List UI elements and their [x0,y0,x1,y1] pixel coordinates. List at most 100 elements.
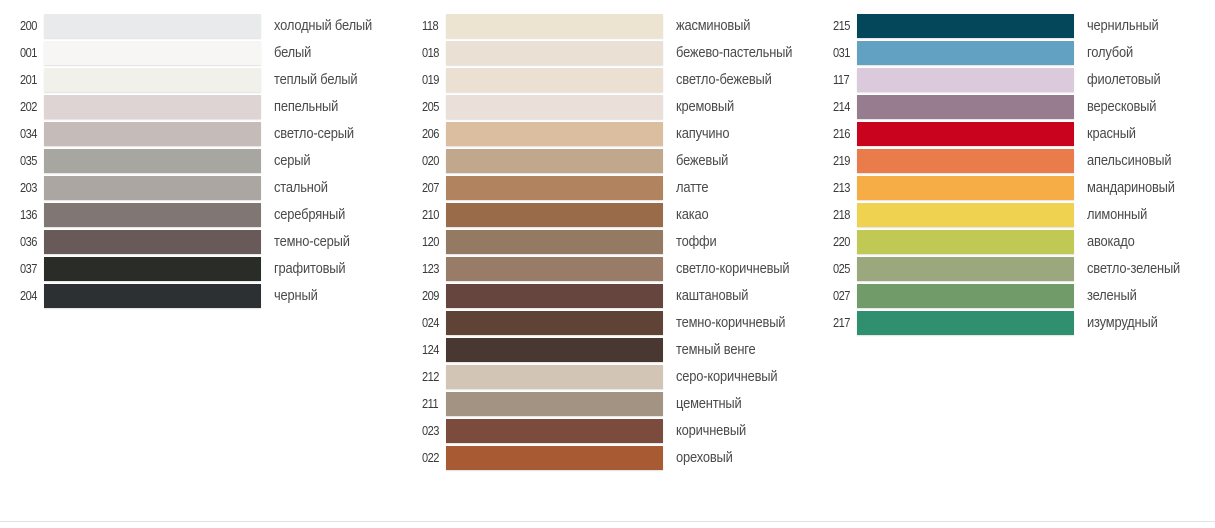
color-swatch [44,230,261,254]
color-name: бежевый [676,152,729,169]
color-swatch [857,230,1074,254]
color-swatch [44,41,261,65]
color-name: голубой [1087,44,1134,61]
color-swatch [44,176,261,200]
color-swatch [44,284,261,308]
color-name: коричневый [676,422,746,439]
color-code: 209 [422,288,439,303]
color-code: 213 [833,180,850,195]
color-swatch [446,14,663,38]
color-name: темно-коричневый [676,314,786,331]
color-code: 037 [20,261,37,276]
color-name: светло-зеленый [1087,260,1181,277]
color-swatch [44,257,261,281]
color-code: 001 [20,45,37,60]
color-name: красный [1087,125,1136,142]
color-code: 117 [833,72,850,87]
color-swatch [44,149,261,173]
color-code: 217 [833,315,850,330]
color-code: 201 [20,72,37,87]
color-code: 022 [422,450,439,465]
color-swatch [446,338,663,362]
color-code: 204 [20,288,37,303]
color-code: 035 [20,153,37,168]
color-name: холодный белый [274,17,373,34]
color-swatch [446,257,663,281]
color-swatch [44,68,261,92]
color-code: 024 [422,315,439,330]
color-code: 025 [833,261,850,276]
color-code: 031 [833,45,850,60]
color-swatch [446,230,663,254]
color-swatch [446,392,663,416]
color-name: цементный [676,395,742,412]
color-swatch [446,122,663,146]
color-code: 200 [20,18,37,33]
color-name: лимонный [1087,206,1148,223]
color-code: 211 [422,396,439,411]
color-swatch [857,257,1074,281]
color-swatch [446,68,663,92]
color-name: чернильный [1087,17,1159,34]
color-swatch [857,14,1074,38]
color-swatch [857,122,1074,146]
color-swatch [446,311,663,335]
color-name: изумрудный [1087,314,1158,331]
color-code: 202 [20,99,37,114]
color-swatch [446,149,663,173]
color-code: 220 [833,234,850,249]
color-code: 120 [422,234,439,249]
color-name: черный [274,287,318,304]
color-code: 210 [422,207,439,222]
color-name: белый [274,44,312,61]
color-code: 118 [422,18,439,33]
color-code: 207 [422,180,439,195]
color-swatch [44,14,261,38]
color-swatch [857,311,1074,335]
color-name: жасминовый [676,17,751,34]
color-code: 018 [422,45,439,60]
color-swatch [857,176,1074,200]
color-name: латте [676,179,709,196]
color-swatch [44,203,261,227]
color-swatch [446,41,663,65]
color-name: каштановый [676,287,749,304]
color-name: вересковый [1087,98,1157,115]
color-code: 219 [833,153,850,168]
color-swatch [857,284,1074,308]
color-name: серо-коричневый [676,368,778,385]
color-name: кремовый [676,98,734,115]
color-swatch [857,149,1074,173]
color-name: серый [274,152,311,169]
color-code: 124 [422,342,439,357]
color-code: 218 [833,207,850,222]
color-swatch [446,203,663,227]
color-code: 123 [422,261,439,276]
color-code: 023 [422,423,439,438]
color-code: 019 [422,72,439,87]
color-name: ореховый [676,449,733,466]
color-code: 215 [833,18,850,33]
color-code: 206 [422,126,439,141]
color-name: тоффи [676,233,717,250]
color-code: 214 [833,99,850,114]
color-name: серебряный [274,206,346,223]
color-code: 020 [422,153,439,168]
color-name: бежево-пастельный [676,44,793,61]
color-code: 212 [422,369,439,384]
color-name: пепельный [274,98,339,115]
color-name: светло-коричневый [676,260,790,277]
color-name: апельсиновый [1087,152,1172,169]
color-swatch [446,176,663,200]
divider [0,521,1215,522]
color-swatch [857,41,1074,65]
color-name: темный венге [676,341,756,358]
color-name: теплый белый [274,71,358,88]
color-code: 034 [20,126,37,141]
color-code: 216 [833,126,850,141]
color-name: авокадо [1087,233,1135,250]
color-swatch [44,122,261,146]
color-swatch [857,203,1074,227]
color-swatch [446,446,663,470]
color-name: светло-бежевый [676,71,772,88]
